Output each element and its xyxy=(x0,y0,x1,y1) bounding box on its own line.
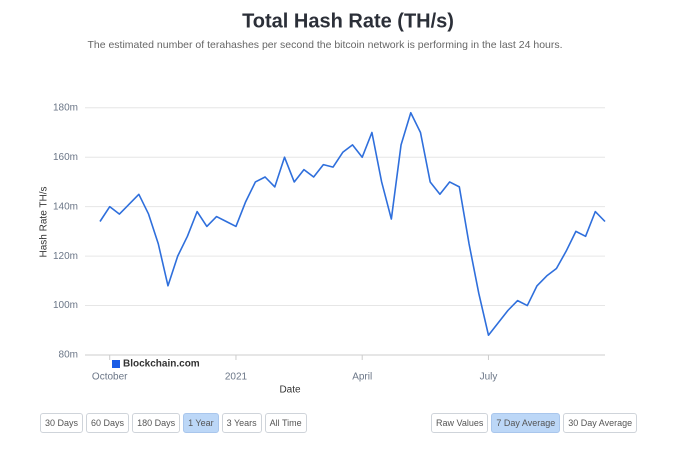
x-tick-label: April xyxy=(352,372,372,383)
x-tick-label: 2021 xyxy=(225,372,248,383)
watermark-logo xyxy=(112,360,120,368)
chart: Total Hash Rate (TH/s) The estimated num… xyxy=(39,10,606,396)
y-tick-label: 160m xyxy=(53,152,78,163)
y-tick-label: 140m xyxy=(53,201,78,212)
button[interactable]: 3 Years xyxy=(221,413,262,433)
x-tick-label: October xyxy=(92,372,128,383)
y-tick-label: 100m xyxy=(53,300,78,311)
chart-title: Total Hash Rate (TH/s) xyxy=(242,10,454,32)
watermark: Blockchain.com xyxy=(123,359,200,370)
chart-subtitle: The estimated number of terahashes per s… xyxy=(87,39,562,51)
mode-buttons: Raw Values 7 Day Average 30 Day Average xyxy=(431,413,640,433)
y-tick-label: 180m xyxy=(53,102,78,113)
button[interactable]: 7 Day Average xyxy=(491,413,561,433)
y-tick-label: 80m xyxy=(59,350,78,361)
button[interactable]: 60 Days xyxy=(86,413,130,433)
x-tick-label: July xyxy=(480,372,498,383)
data-line xyxy=(99,111,606,337)
x-axis-label: Date xyxy=(279,385,301,396)
button[interactable]: 1 Year xyxy=(183,413,219,433)
button[interactable]: All Time xyxy=(264,413,307,433)
button[interactable]: 30 Day Average xyxy=(563,413,638,433)
button[interactable]: Raw Values xyxy=(431,413,489,433)
button[interactable]: 30 Days xyxy=(40,413,84,433)
range-buttons: 30 Days 60 Days 180 Days 1 Year 3 Years All T… xyxy=(40,413,310,433)
y-axis-label: Hash Rate TH/s xyxy=(39,187,50,258)
button[interactable]: 180 Days xyxy=(132,413,181,433)
y-tick-label: 120m xyxy=(53,251,78,262)
